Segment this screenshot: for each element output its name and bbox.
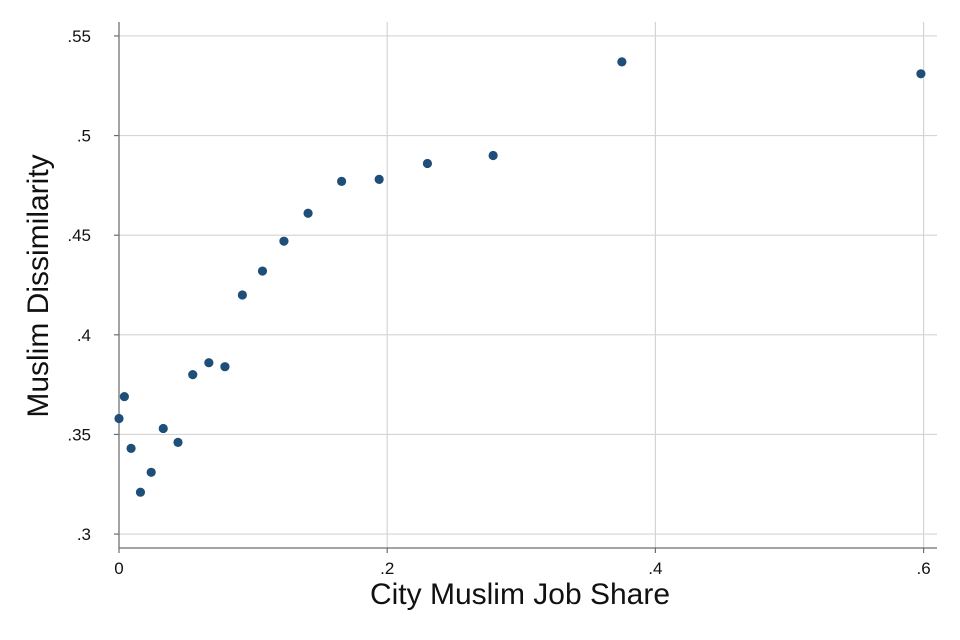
scatter-point-15 (374, 174, 384, 185)
x-tick-labels: 0 .2 .4 .6 (114, 559, 930, 578)
x-axis-title: City Muslim Job Share (370, 578, 670, 611)
x-tick-label-0: 0 (114, 559, 123, 578)
scatter-point-8 (204, 358, 214, 368)
scatter-point-12 (279, 236, 289, 246)
scatter-point-9 (220, 362, 230, 372)
scatter-point-7 (188, 370, 198, 380)
scatter-point-13 (303, 208, 313, 218)
scatter-point-18 (617, 57, 627, 67)
scatter-point-4 (146, 467, 156, 477)
scatter-point-17 (488, 150, 498, 161)
scatter-point-10 (237, 290, 247, 300)
scatter-point-2 (126, 443, 136, 453)
scatter-point-1 (119, 391, 129, 402)
y-tick-label-1: .35 (67, 425, 91, 444)
scatter-point-14 (337, 176, 347, 186)
y-tick-labels: .3 .35 .4 .45 .5 .55 (67, 27, 91, 544)
scatter-point-6 (173, 437, 183, 448)
scatter-point-5 (158, 423, 168, 434)
y-tick-label-0: .3 (77, 525, 91, 544)
y-tick-label-4: .5 (77, 127, 91, 146)
y-axis-title: Muslim Dissimilarity (22, 154, 55, 417)
scatter-point-19 (916, 69, 926, 79)
axes (114, 22, 937, 553)
scatter-point-11 (257, 266, 268, 276)
x-tick-label-1: .2 (380, 559, 394, 578)
data-points (114, 57, 926, 497)
scatter-point-0 (114, 413, 124, 424)
scatter-point-16 (422, 158, 433, 169)
x-tick-label-2: .4 (648, 559, 662, 578)
x-tick-label-3: .6 (916, 559, 930, 578)
y-tick-label-3: .45 (67, 226, 91, 245)
y-tick-label-2: .4 (77, 326, 91, 345)
y-gridlines (119, 35, 937, 535)
y-tick-label-5: .55 (67, 27, 91, 46)
scatter-point-3 (135, 487, 146, 497)
